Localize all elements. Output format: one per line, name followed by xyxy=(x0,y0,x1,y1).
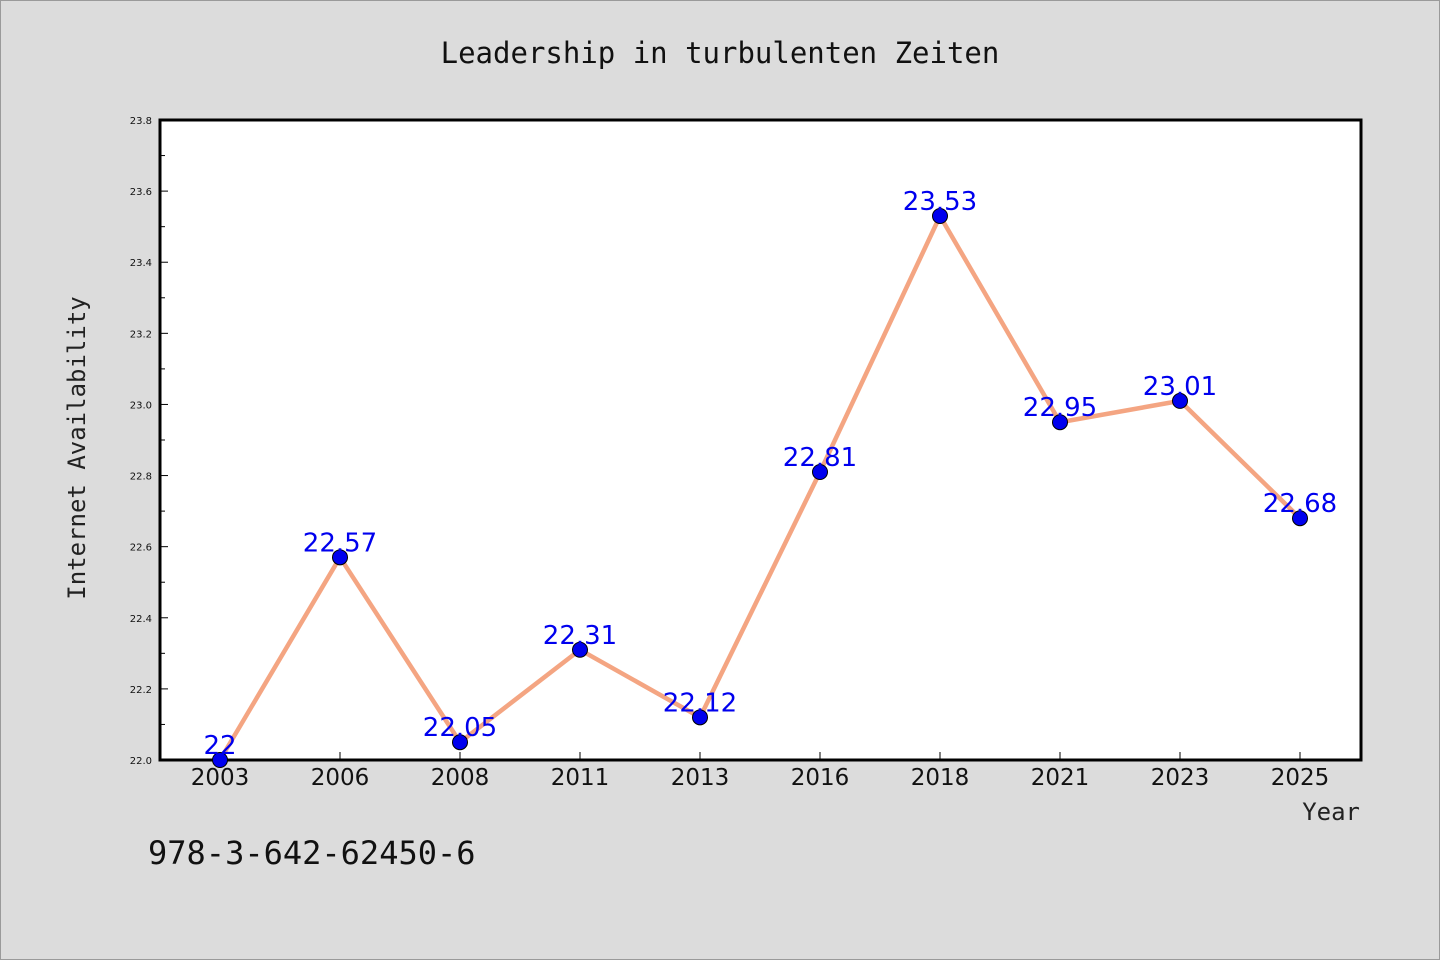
y-tick-label: 23.2 xyxy=(130,329,152,340)
data-label: 22.57 xyxy=(303,528,377,558)
y-tick-label: 22.0 xyxy=(130,756,152,767)
series-line xyxy=(218,213,1302,762)
data-label: 22 xyxy=(203,731,236,761)
data-label: 22.95 xyxy=(1023,393,1097,423)
series-group xyxy=(212,208,1308,768)
x-tick-label: 2003 xyxy=(191,765,250,791)
y-tick-label: 23.0 xyxy=(130,400,152,411)
data-label: 23.01 xyxy=(1143,372,1217,402)
data-point xyxy=(812,464,828,480)
y-axis-label: Internet Availability xyxy=(63,296,91,599)
plot-area xyxy=(158,118,1363,762)
y-tick-label: 23.8 xyxy=(130,116,152,127)
x-tick-label: 2021 xyxy=(1031,765,1090,791)
data-point xyxy=(692,709,708,726)
y-tick-label: 23.6 xyxy=(130,187,152,198)
data-point xyxy=(1052,414,1068,431)
chart-title: Leadership in turbulenten Zeiten xyxy=(441,36,1000,70)
data-point xyxy=(932,208,948,224)
data-point xyxy=(212,752,228,768)
x-tick-label: 2023 xyxy=(1151,765,1210,791)
data-label: 22.68 xyxy=(1263,489,1337,519)
data-point xyxy=(1172,392,1188,409)
data-point xyxy=(1292,510,1308,527)
x-axis: 2003 2006 2008 2011 2013 2016 2018 2021 2023 2025 xyxy=(191,752,1330,791)
x-tick-label: 2025 xyxy=(1271,765,1330,791)
y-tick-label: 22.6 xyxy=(130,543,152,554)
x-tick-label: 2013 xyxy=(671,765,730,791)
data-label: 23.53 xyxy=(903,187,977,217)
data-labels-group: 22 22.57 22.05 22.31 22.12 22.81 23.53 22.95 23.… xyxy=(203,187,1337,761)
data-point xyxy=(332,549,348,566)
x-tick-label: 2006 xyxy=(311,765,370,791)
data-point xyxy=(452,734,468,751)
x-axis-label: Year xyxy=(1302,798,1360,826)
data-label: 22.31 xyxy=(543,621,617,651)
y-tick-label: 23.4 xyxy=(130,258,152,269)
x-tick-label: 2011 xyxy=(551,765,610,791)
data-label: 22.12 xyxy=(663,688,737,718)
data-label: 22.81 xyxy=(783,443,857,473)
x-tick-label: 2008 xyxy=(431,765,490,791)
y-tick-label: 22.4 xyxy=(130,614,152,625)
x-tick-label: 2018 xyxy=(911,765,970,791)
y-tick-label: 22.2 xyxy=(130,685,152,696)
data-label: 22.05 xyxy=(423,713,497,743)
data-point xyxy=(572,641,588,658)
isbn-text: 978-3-642-62450-6 xyxy=(148,834,476,872)
y-tick-label: 22.8 xyxy=(130,472,152,483)
y-axis: 22.0 22.2 22.4 22.6 22.8 23.0 23.2 23.4 23.6 23.8 xyxy=(130,116,168,767)
x-tick-label: 2016 xyxy=(791,765,850,791)
